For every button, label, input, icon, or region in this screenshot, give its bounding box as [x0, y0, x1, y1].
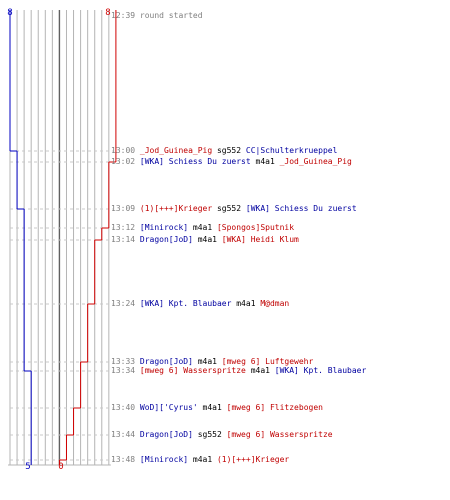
event-time: 13:33	[111, 357, 136, 366]
kill-event-row: 13:02 [WKA] Schiess Du zuerst m4a1 _Jod_…	[111, 157, 352, 167]
event-time: 13:09	[111, 204, 136, 213]
red-team-end-count: 0	[58, 462, 63, 472]
event-player-blue: Dragon[JoD]	[135, 430, 193, 439]
event-time: 13:00	[111, 146, 136, 155]
blue-team-start-count: 8	[7, 8, 12, 18]
kill-event-row: 13:40 WoD]['Cyrus' m4a1 [mweg 6] Flitzeb…	[111, 403, 323, 413]
event-weapon: sg552	[192, 430, 227, 439]
event-player-red: (1)[+++]Krieger	[216, 455, 290, 464]
event-weapon: sg552	[212, 146, 246, 155]
event-player-red: [mweg 6] Luftgewehr	[221, 357, 314, 366]
event-player-blue: [Minirock]	[135, 455, 189, 464]
event-time: 13:44	[111, 430, 136, 439]
event-player-red: [WKA] Heidi Klum	[221, 235, 299, 244]
event-player-red: [Spongos]Sputnik	[216, 223, 295, 232]
event-dash-lines	[10, 150, 113, 461]
event-time: 13:12	[111, 223, 136, 232]
red-team-start-count: 8	[105, 8, 110, 18]
event-player-blue: Dragon[JoD]	[135, 235, 193, 244]
event-player-red: _Jod_Guinea_Pig	[279, 157, 352, 166]
event-player-red: _Jod_Guinea_Pig	[135, 146, 213, 155]
event-player-blue: [Minirock]	[135, 223, 189, 232]
event-time: 13:40	[111, 403, 136, 412]
player-grid	[8, 10, 111, 466]
event-time: 13:02	[111, 157, 136, 166]
event-player-red: [mweg 6] Wasserspritze	[226, 430, 333, 439]
kill-event-row: 13:00 _Jod_Guinea_Pig sg552 CC|Schulterk…	[111, 146, 337, 156]
event-player-red: [mweg 6] Flitzebogen	[226, 403, 323, 412]
event-time: 13:48	[111, 455, 136, 464]
kill-event-row: 13:09 (1)[+++]Krieger sg552 [WKA] Schies…	[111, 204, 357, 214]
event-weapon: m4a1	[188, 455, 217, 464]
kill-event-row: 13:44 Dragon[JoD] sg552 [mweg 6] Wassers…	[111, 430, 333, 440]
event-weapon: m4a1	[245, 366, 275, 375]
kill-event-row: 13:34 [mweg 6] Wasserspritze m4a1 [WKA] …	[111, 366, 366, 376]
event-player-blue: CC|Schulterkrueppel	[245, 146, 338, 155]
kill-event-row: 12:39 round started	[111, 11, 203, 21]
event-weapon: m4a1	[231, 299, 261, 308]
event-player-blue: [WKA] Kpt. Blaubaer	[135, 299, 232, 308]
kill-event-row: 13:14 Dragon[JoD] m4a1 [WKA] Heidi Klum	[111, 235, 299, 245]
kill-event-row: 13:12 [Minirock] m4a1 [Spongos]Sputnik	[111, 223, 294, 233]
event-player-red: (1)[+++]Krieger	[135, 204, 213, 213]
event-player-blue: [WKA] Schiess Du zuerst	[135, 157, 251, 166]
kill-event-row: 13:24 [WKA] Kpt. Blaubaer m4a1 M@dman	[111, 299, 289, 309]
event-weapon: m4a1	[188, 223, 217, 232]
event-time: 13:34	[111, 366, 136, 375]
kill-event-row: 13:48 [Minirock] m4a1 (1)[+++]Krieger	[111, 455, 289, 465]
event-weapon: m4a1	[197, 403, 227, 412]
event-player-red: [mweg 6] Wasserspritze	[135, 366, 246, 375]
event-time: 12:39	[111, 11, 136, 20]
kill-event-row: 13:33 Dragon[JoD] m4a1 [mweg 6] Luftgewe…	[111, 357, 313, 367]
event-time: 13:14	[111, 235, 136, 244]
event-weapon: m4a1	[192, 235, 222, 244]
event-player-blue: [WKA] Kpt. Blaubaer	[274, 366, 367, 375]
event-player-blue: WoD]['Cyrus'	[135, 403, 198, 412]
event-weapon: sg552	[212, 204, 246, 213]
event-weapon: m4a1	[250, 157, 280, 166]
blue-team-survivor-line	[9, 10, 32, 465]
event-time: 13:24	[111, 299, 136, 308]
red-team-survivor-line	[58, 10, 117, 465]
event-player-red: M@dman	[260, 299, 290, 308]
event-weapon: m4a1	[192, 357, 222, 366]
blue-team-end-count: 5	[25, 462, 30, 472]
event-player-blue: [WKA] Schiess Du zuerst	[245, 204, 357, 213]
event-player-blue: Dragon[JoD]	[135, 357, 193, 366]
event-message: round started	[135, 11, 203, 20]
